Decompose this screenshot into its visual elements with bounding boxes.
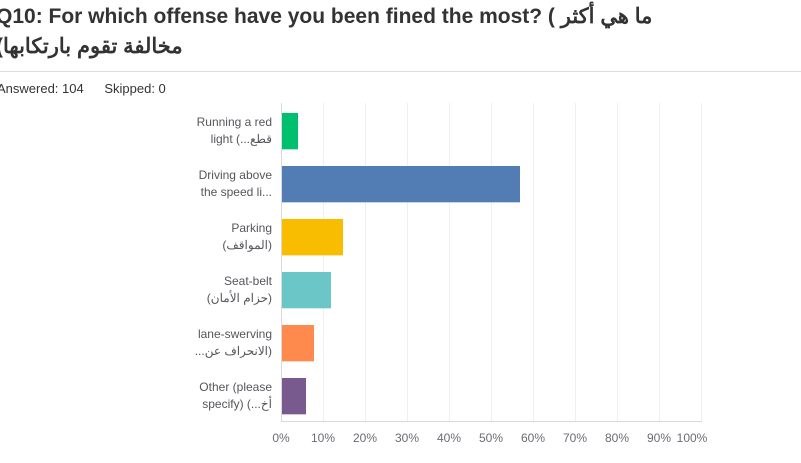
- plot-area: [281, 103, 702, 422]
- category-label-line: light (...قطع: [210, 132, 272, 146]
- category-label-line: (المواقف): [222, 238, 272, 252]
- x-axis-tick-90%: 90%: [646, 431, 672, 445]
- category-label-5: lane-swerving (الانحراف عن...: [0, 326, 272, 360]
- x-axis-tick-20%: 20%: [352, 431, 378, 445]
- category-label-line: Driving above: [198, 168, 272, 182]
- x-axis-tick-70%: 70%: [562, 431, 588, 445]
- category-label-2: Driving above the speed li...: [0, 167, 272, 201]
- skipped-count: Skipped: 0: [104, 81, 166, 96]
- x-axis-tick-80%: 80%: [604, 431, 630, 445]
- category-label-line: Running a red: [196, 115, 272, 129]
- chart-bar-2[interactable]: [282, 166, 521, 202]
- category-label-6: Other (please specify) (...أخ: [0, 379, 272, 413]
- chart-bar-1[interactable]: [282, 113, 299, 149]
- x-axis-tick-100%: 100%: [676, 431, 708, 445]
- response-stats: Answered: 104 Skipped: 0: [0, 81, 183, 96]
- chart-bar-3[interactable]: [282, 219, 343, 255]
- category-label-1: Running a red light (...قطع: [0, 114, 272, 148]
- chart-bar-4[interactable]: [282, 272, 331, 308]
- x-axis: 0% 10% 20% 30% 40% 50% 60% 70% 80% 90% 100%: [0, 431, 801, 447]
- x-axis-tick-40%: 40%: [436, 431, 462, 445]
- category-label-line: specify) (...أخ: [202, 397, 272, 411]
- category-label-4: Seat-belt (حزام الأمان): [0, 273, 272, 307]
- x-axis-tick-60%: 60%: [520, 431, 546, 445]
- category-label-line: (حزام الأمان): [206, 291, 272, 305]
- category-label-line: Other (please: [199, 380, 272, 394]
- category-label-3: Parking (المواقف): [0, 220, 272, 254]
- answered-count: Answered: 104: [0, 81, 84, 96]
- category-label-line: Seat-belt: [223, 274, 272, 288]
- category-label-line: lane-swerving: [197, 327, 272, 341]
- chart-bar-6[interactable]: [282, 378, 307, 414]
- x-axis-tick-30%: 30%: [394, 431, 420, 445]
- question-title-line2: مخالفة تقوم بارتكابها): [0, 35, 183, 58]
- category-label-line: the speed li...: [200, 185, 272, 199]
- x-axis-tick-0%: 0%: [272, 431, 290, 445]
- header-divider: [0, 71, 801, 72]
- chart-bar-5[interactable]: [282, 325, 315, 361]
- x-axis-tick-50%: 50%: [478, 431, 504, 445]
- category-label-line: (الانحراف عن...: [194, 344, 272, 358]
- category-label-line: Parking: [231, 221, 272, 235]
- category-axis: Running a red light (...قطع Driving above t…: [0, 103, 272, 421]
- x-axis-tick-10%: 10%: [310, 431, 336, 445]
- question-title-line1: Q10: For which offense have you been fin…: [0, 5, 653, 28]
